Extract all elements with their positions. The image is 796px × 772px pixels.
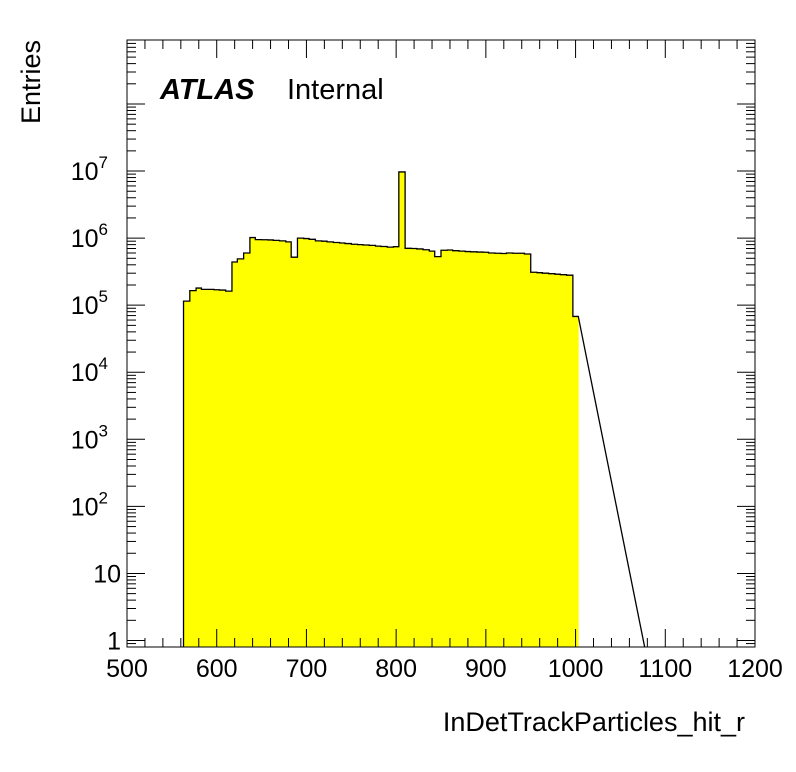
- plot-frame: [126, 39, 756, 648]
- histogram-bin: [530, 272, 538, 647]
- histogram-bin: [237, 258, 245, 647]
- x-tick-label: 600: [196, 655, 238, 683]
- histogram-bin: [483, 252, 489, 648]
- x-axis-title: InDetTrackParticles_hit_r: [443, 707, 745, 737]
- x-tick-label: 1100: [638, 655, 692, 683]
- histogram-bin: [333, 242, 341, 647]
- y-tick-label: 104: [71, 354, 108, 387]
- histogram-bin: [458, 251, 466, 648]
- x-tick-label: 500: [106, 655, 148, 683]
- histogram-bin: [297, 238, 305, 647]
- histogram-bin: [327, 241, 334, 648]
- histogram-bin: [375, 246, 382, 647]
- histogram-bin: [380, 246, 388, 647]
- histogram-bin: [405, 248, 412, 648]
- y-tick-label: 102: [71, 488, 108, 521]
- y-tick-label: 105: [71, 287, 108, 320]
- histogram-bin: [429, 251, 436, 648]
- histogram-bin: [273, 240, 280, 647]
- histogram-bin: [512, 253, 520, 647]
- histogram-bin: [249, 237, 256, 648]
- histogram-bin: [321, 241, 328, 647]
- y-tick-label: 103: [71, 421, 108, 454]
- histogram-bin: [560, 274, 567, 647]
- histogram-bin: [470, 251, 478, 647]
- histogram-bin: [243, 252, 251, 648]
- histogram-bin: [476, 252, 484, 647]
- histogram-bin: [554, 274, 561, 647]
- histogram-bin: [207, 289, 215, 647]
- x-tick-label: 1200: [727, 655, 783, 683]
- histogram-bin: [465, 251, 472, 648]
- histogram-bin: [434, 256, 442, 647]
- y-tick-label: 106: [71, 220, 108, 253]
- status-label: Internal: [287, 74, 384, 106]
- x-tick-label: 1000: [548, 655, 604, 683]
- histogram-bin: [398, 171, 406, 647]
- histogram-bin: [196, 288, 202, 647]
- histogram-bin: [447, 250, 454, 647]
- histogram-bin: [393, 246, 400, 647]
- y-axis-title: Entries: [16, 40, 46, 124]
- histogram-bars: [182, 171, 646, 648]
- y-tick-label: 10: [93, 560, 121, 588]
- histogram-bin: [201, 289, 209, 647]
- histogram-bin: [548, 273, 556, 647]
- axis-ticks: [126, 39, 756, 648]
- histogram-bin: [345, 243, 352, 647]
- histogram-bin: [542, 273, 550, 647]
- histogram-bin: [339, 243, 346, 647]
- histogram-outline: [182, 171, 646, 648]
- y-tick-label: 107: [71, 153, 108, 186]
- histogram-bin: [279, 240, 287, 647]
- histogram-bin: [524, 253, 532, 647]
- histogram-bin: [501, 253, 507, 647]
- histogram-bin: [315, 240, 323, 647]
- histogram-bin: [225, 291, 233, 647]
- histogram-bin: [255, 239, 262, 648]
- histogram-bin: [309, 239, 316, 647]
- atlas-label: ATLAS: [159, 74, 255, 106]
- y-tick-label: 1: [107, 628, 121, 656]
- tick-labels: 500 600 700 800 900 1000 1100 1200 1 10 102 103 104 1…: [71, 153, 783, 683]
- histogram-bin: [303, 238, 310, 647]
- histogram-bin: [452, 250, 460, 647]
- x-tick-label: 700: [286, 655, 328, 683]
- histogram-bin: [488, 252, 496, 648]
- histogram-bin: [214, 289, 220, 647]
- histogram-bin: [536, 272, 543, 647]
- histogram-bin: [441, 250, 448, 647]
- histogram-bin: [189, 290, 197, 647]
- histogram-bin: [261, 239, 269, 647]
- histogram-bin: [183, 301, 191, 647]
- histogram-bin: [387, 247, 394, 647]
- x-tick-label: 900: [465, 655, 507, 683]
- histogram-bin: [231, 262, 238, 647]
- x-tick-label: 800: [375, 655, 417, 683]
- histogram-bin: [506, 252, 514, 648]
- histogram-bin: [369, 245, 376, 647]
- histogram-bin: [566, 275, 574, 647]
- histogram-bin: [362, 244, 370, 647]
- histogram-bin: [411, 248, 418, 647]
- histogram-bin: [291, 257, 298, 647]
- histogram-bin: [351, 244, 358, 648]
- histogram-bin: [267, 239, 274, 647]
- histogram-bin: [494, 253, 502, 647]
- histogram-bin: [416, 248, 424, 647]
- histogram-bin: [219, 290, 227, 647]
- histogram-bin: [423, 249, 430, 647]
- histogram-bin: [519, 253, 525, 647]
- histogram-bin: [357, 244, 364, 647]
- histogram-bin: [285, 241, 292, 648]
- histogram-bin: [572, 316, 579, 647]
